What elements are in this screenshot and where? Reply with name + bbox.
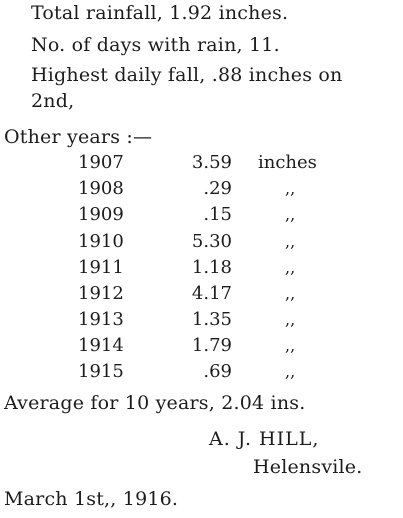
table-row: 1907 3.59 inches — [0, 152, 403, 176]
table-row: 1912 4.17 ,, — [0, 283, 403, 307]
ditto-mark: ,, — [285, 362, 296, 381]
signature-place: Helensvile. — [253, 456, 363, 478]
unit-cell: inches — [258, 152, 317, 173]
year-cell: 1912 — [78, 283, 124, 304]
days-with-rain-line: No. of days with rain, 11. — [31, 34, 280, 56]
ditto-mark: ,, — [285, 179, 296, 198]
table-row: 1911 1.18 ,, — [0, 257, 403, 281]
year-cell: 1915 — [78, 361, 124, 382]
amount-cell: 5.30 — [191, 231, 232, 252]
amount-cell: 1.79 — [191, 335, 232, 356]
year-cell: 1913 — [78, 309, 124, 330]
signature-name: A. J. HILL, — [209, 428, 320, 450]
amount-cell: .69 — [203, 361, 232, 382]
other-years-heading: Other years :— — [4, 126, 153, 148]
amount-cell: 4.17 — [191, 283, 232, 304]
table-row: 1909 .15 ,, — [0, 204, 403, 228]
table-row: 1914 1.79 ,, — [0, 335, 403, 359]
amount-cell: 1.18 — [191, 257, 232, 278]
year-cell: 1911 — [78, 257, 124, 278]
date-line: March 1st,, 1916. — [4, 488, 179, 510]
amount-cell: .15 — [203, 204, 232, 225]
ditto-mark: ,, — [285, 232, 296, 251]
highest-fall-line: Highest daily fall, .88 inches on — [31, 64, 343, 86]
table-row: 1908 .29 ,, — [0, 178, 403, 202]
ditto-mark: ,, — [285, 205, 296, 224]
ditto-mark: ,, — [285, 336, 296, 355]
year-cell: 1910 — [78, 231, 124, 252]
year-cell: 1908 — [78, 178, 124, 199]
table-row: 1910 5.30 ,, — [0, 231, 403, 255]
year-cell: 1909 — [78, 204, 124, 225]
year-cell: 1914 — [78, 335, 124, 356]
ditto-mark: ,, — [285, 310, 296, 329]
ditto-mark: ,, — [285, 284, 296, 303]
year-cell: 1907 — [78, 152, 124, 173]
table-row: 1913 1.35 ,, — [0, 309, 403, 333]
amount-cell: 3.59 — [191, 152, 232, 173]
amount-cell: 1.35 — [191, 309, 232, 330]
amount-cell: .29 — [203, 178, 232, 199]
total-rainfall-line: Total rainfall, 1.92 inches. — [31, 2, 289, 24]
highest-fall-date-line: 2nd, — [31, 90, 75, 112]
ditto-mark: ,, — [285, 258, 296, 277]
table-row: 1915 .69 ,, — [0, 361, 403, 385]
average-line: Average for 10 years, 2.04 ins. — [4, 392, 306, 414]
